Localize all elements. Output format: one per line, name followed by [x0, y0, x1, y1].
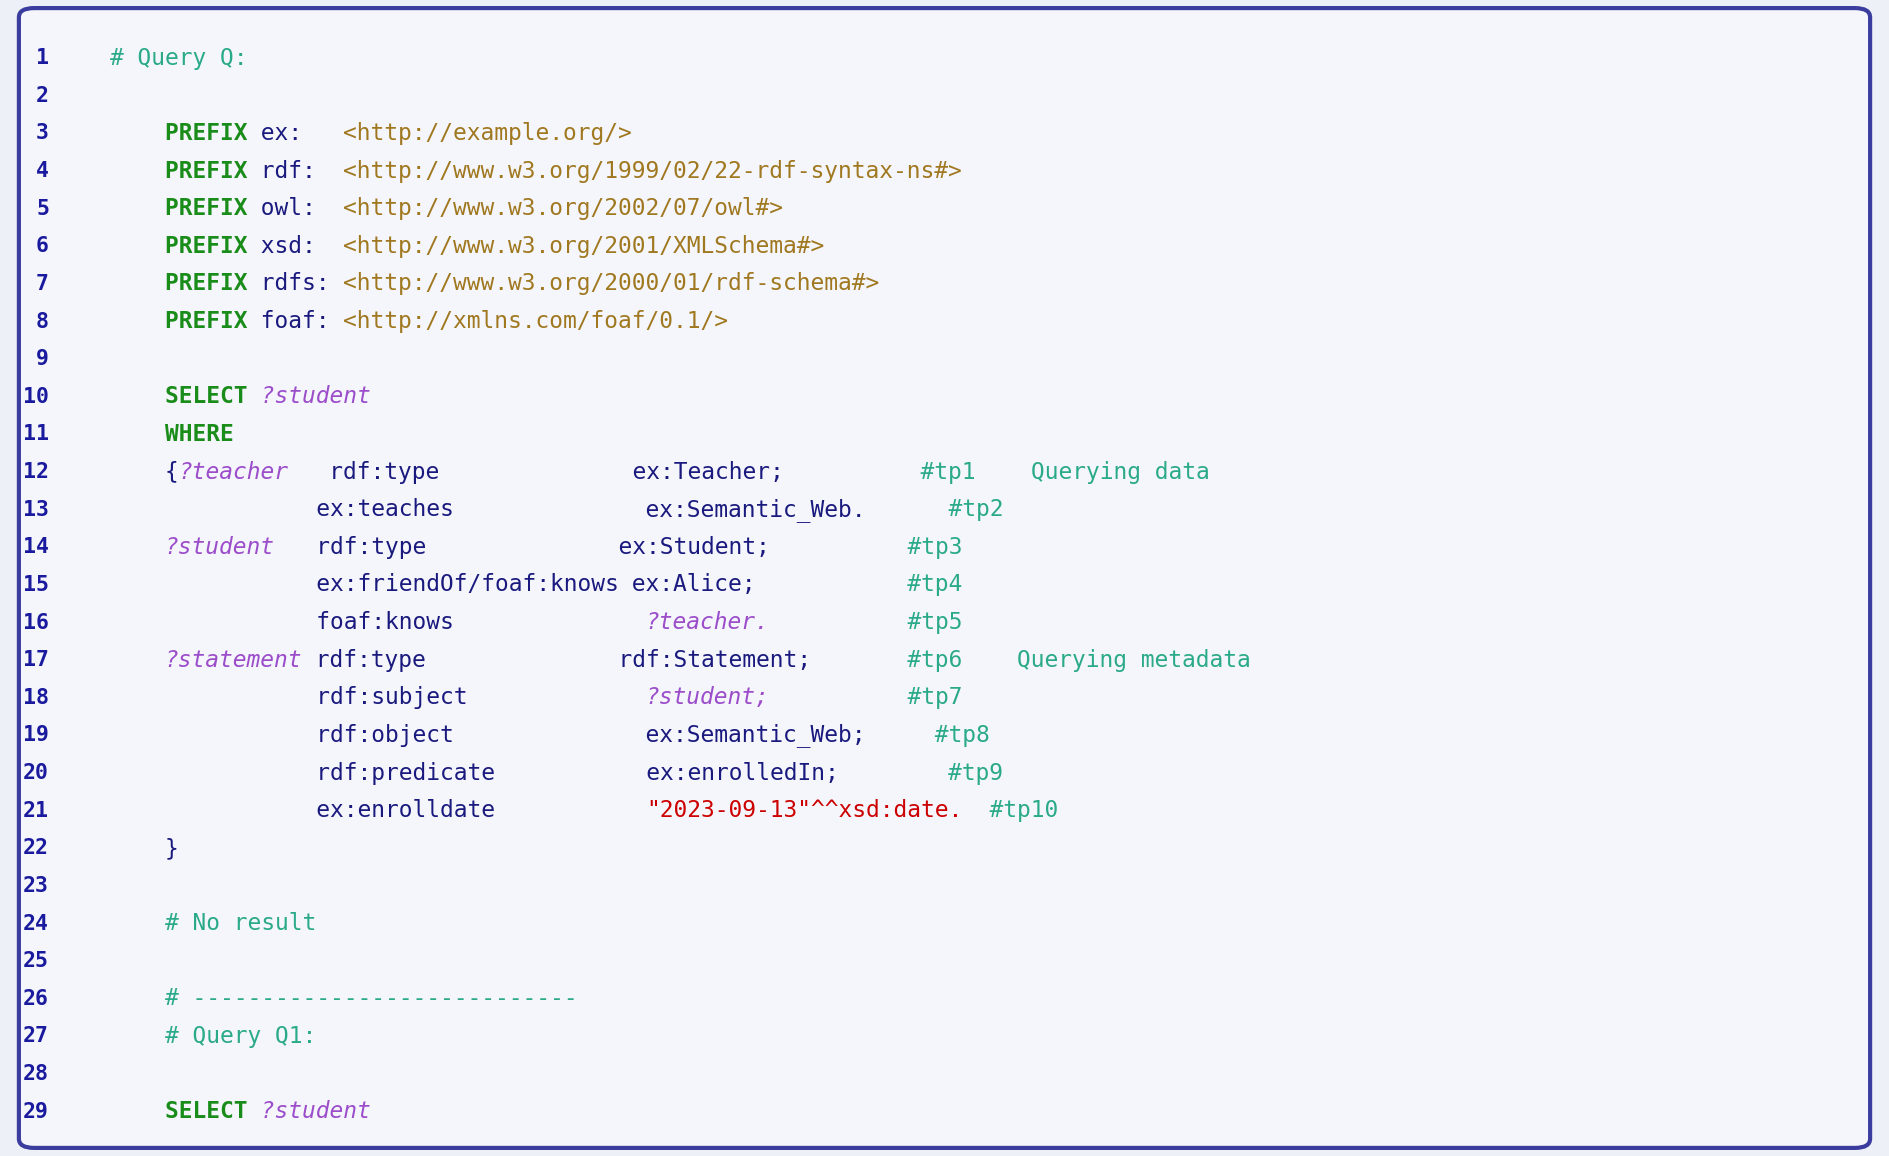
Text: 29: 29	[23, 1102, 49, 1121]
Text: ?teacher.: ?teacher.	[646, 612, 769, 633]
Text: 18: 18	[23, 688, 49, 707]
Text: #tp9: #tp9	[839, 762, 1003, 785]
Text: PREFIX: PREFIX	[110, 235, 247, 258]
Text: 10: 10	[23, 387, 49, 407]
Text: 20: 20	[23, 763, 49, 783]
Text: 5: 5	[36, 199, 49, 218]
Text: rdf:type: rdf:type	[274, 536, 425, 558]
FancyBboxPatch shape	[19, 8, 1870, 1148]
Text: ex:Semantic_Web;: ex:Semantic_Web;	[453, 724, 865, 748]
Text: 3: 3	[36, 124, 49, 143]
Text: 9: 9	[36, 349, 49, 369]
Text: rdf:subject: rdf:subject	[110, 687, 467, 710]
Text: foaf:: foaf:	[247, 310, 344, 333]
Text: SELECT: SELECT	[110, 385, 247, 408]
Text: 27: 27	[23, 1027, 49, 1046]
Text: 2: 2	[36, 86, 49, 105]
Text: PREFIX: PREFIX	[110, 160, 247, 183]
Text: ex:enrolledIn;: ex:enrolledIn;	[495, 762, 839, 785]
Text: rdf:: rdf:	[247, 160, 344, 183]
Text: 28: 28	[23, 1065, 49, 1084]
Text: rdf:predicate: rdf:predicate	[110, 762, 495, 785]
Text: rdf:Statement;: rdf:Statement;	[425, 649, 810, 672]
Text: #tp3: #tp3	[769, 536, 962, 558]
Text: 17: 17	[23, 650, 49, 670]
Text: xsd:: xsd:	[247, 235, 344, 258]
Text: # Query Q1:: # Query Q1:	[110, 1025, 315, 1048]
Text: 13: 13	[23, 499, 49, 520]
Text: #tp5: #tp5	[769, 612, 962, 633]
Text: ?student: ?student	[247, 385, 370, 408]
Text: rdfs:: rdfs:	[247, 273, 344, 296]
Text: ex:teaches: ex:teaches	[110, 498, 453, 521]
Text: 11: 11	[23, 424, 49, 444]
Text: #tp6: #tp6	[810, 649, 962, 672]
Text: 16: 16	[23, 613, 49, 632]
Text: 23: 23	[23, 876, 49, 896]
Text: rdf:type: rdf:type	[302, 649, 425, 672]
Text: 8: 8	[36, 311, 49, 332]
Text: ex:: ex:	[247, 121, 344, 144]
Text: <http://www.w3.org/2001/XMLSchema#>: <http://www.w3.org/2001/XMLSchema#>	[344, 235, 825, 258]
Text: <http://example.org/>: <http://example.org/>	[344, 121, 633, 144]
Text: 21: 21	[23, 801, 49, 821]
Text: <http://www.w3.org/1999/02/22-rdf-syntax-ns#>: <http://www.w3.org/1999/02/22-rdf-syntax…	[344, 160, 962, 183]
Text: 24: 24	[23, 913, 49, 934]
Text: #tp4: #tp4	[756, 573, 962, 596]
Text: rdf:type: rdf:type	[289, 460, 440, 483]
Text: 15: 15	[23, 575, 49, 595]
Text: ?teacher: ?teacher	[178, 460, 289, 483]
Text: ex:Alice;: ex:Alice;	[618, 573, 756, 596]
Text: foaf:knows: foaf:knows	[110, 612, 453, 633]
Text: 6: 6	[36, 236, 49, 257]
Text: #tp10: #tp10	[962, 799, 1058, 822]
Text: # Query Q:: # Query Q:	[110, 46, 247, 69]
Text: #tp8: #tp8	[865, 724, 990, 747]
Text: 26: 26	[23, 988, 49, 1009]
Text: 12: 12	[23, 462, 49, 482]
Text: ex:Student;: ex:Student;	[425, 536, 769, 558]
Text: Querying metadata: Querying metadata	[962, 649, 1251, 672]
Text: ?statement: ?statement	[164, 649, 302, 672]
Text: 7: 7	[36, 274, 49, 294]
Text: SELECT: SELECT	[110, 1101, 247, 1124]
Text: #tp2: #tp2	[865, 498, 1003, 521]
Text: ?student: ?student	[164, 536, 274, 558]
Text: # No result: # No result	[110, 912, 315, 935]
Text: ?student;: ?student;	[646, 687, 769, 710]
Text: "2023-09-13"^^xsd:date.: "2023-09-13"^^xsd:date.	[646, 799, 962, 822]
Text: ex:Teacher;: ex:Teacher;	[440, 460, 784, 483]
Text: #tp7: #tp7	[769, 687, 962, 710]
Text: Querying data: Querying data	[977, 460, 1209, 483]
Text: ex:friendOf/foaf:knows: ex:friendOf/foaf:knows	[110, 573, 618, 596]
Text: # ----------------------------: # ----------------------------	[110, 987, 576, 1010]
Text: <http://www.w3.org/2000/01/rdf-schema#>: <http://www.w3.org/2000/01/rdf-schema#>	[344, 273, 880, 296]
Text: PREFIX: PREFIX	[110, 198, 247, 220]
Text: PREFIX: PREFIX	[110, 310, 247, 333]
Text: PREFIX: PREFIX	[110, 273, 247, 296]
Text: 22: 22	[23, 838, 49, 859]
Text: 19: 19	[23, 726, 49, 746]
Text: PREFIX: PREFIX	[110, 121, 247, 144]
Text: rdf:object: rdf:object	[110, 724, 453, 747]
Text: owl:: owl:	[247, 198, 344, 220]
Text: 4: 4	[36, 161, 49, 181]
Text: ?student: ?student	[247, 1101, 370, 1124]
Text: <http://www.w3.org/2002/07/owl#>: <http://www.w3.org/2002/07/owl#>	[344, 198, 784, 220]
Text: ex:Semantic_Web.: ex:Semantic_Web.	[453, 498, 865, 521]
Text: WHERE: WHERE	[110, 423, 234, 446]
Text: 1: 1	[36, 49, 49, 68]
Text: 14: 14	[23, 538, 49, 557]
Text: 25: 25	[23, 951, 49, 971]
Text: #tp1: #tp1	[784, 460, 977, 483]
Text: <http://xmlns.com/foaf/0.1/>: <http://xmlns.com/foaf/0.1/>	[344, 310, 729, 333]
Text: {: {	[110, 460, 178, 483]
Text: }: }	[110, 837, 178, 860]
Text: ex:enrolldate: ex:enrolldate	[110, 799, 495, 822]
